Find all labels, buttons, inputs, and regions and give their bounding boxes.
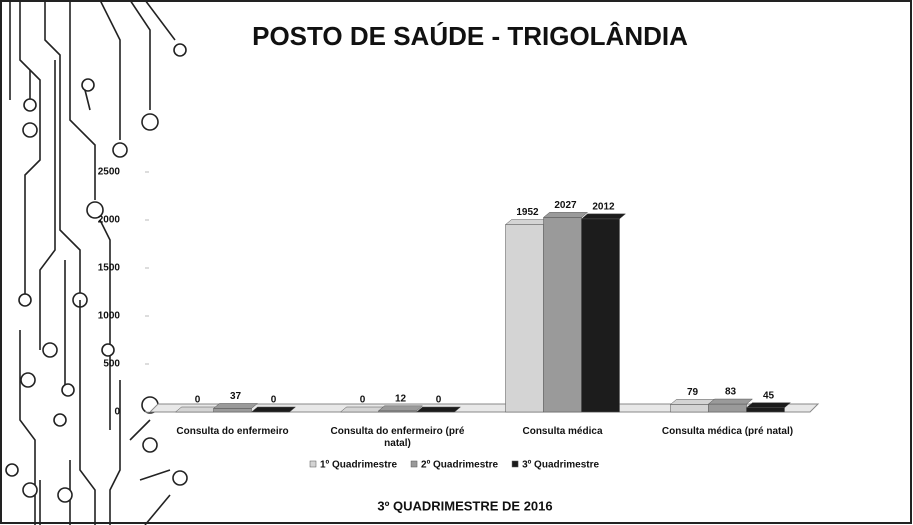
x-tick-label: Consulta do enfermeiro (pré natal) [318,426,478,450]
bar-top [709,399,753,404]
bar [671,404,709,412]
bar-top [214,403,258,408]
value-label: 0 [436,395,442,406]
bar [544,217,582,412]
value-label: 83 [725,387,737,398]
bar-top [417,407,461,412]
bar-top [506,220,550,225]
bar-top [747,403,791,408]
chart-subtitle: 3º QUADRIMESTRE DE 2016 [377,498,552,513]
value-label: 12 [395,393,407,404]
page: POSTO DE SAÚDE - TRIGOLÂNDIA 3º QUADRIME… [0,0,913,525]
x-tick-label: Consulta médica [483,426,643,438]
value-label: 0 [360,395,366,406]
value-label: 45 [763,390,775,401]
bar-top [341,407,385,412]
legend-swatch [310,461,316,467]
legend-label: 3º Quadrimestre [522,460,599,471]
value-label: 0 [271,395,277,406]
bar [582,219,620,412]
y-tick-label: 0 [114,407,120,418]
value-label: 1952 [516,207,539,218]
bar-top [379,406,423,411]
bar-top [671,399,715,404]
value-label: 2027 [554,200,577,211]
bar-top [582,214,626,219]
legend-swatch [512,461,518,467]
legend-swatch [411,461,417,467]
y-tick-label: 2500 [98,167,121,178]
bar [214,408,252,412]
bar-top [544,212,588,217]
legend-label: 2º Quadrimestre [421,460,498,471]
value-label: 37 [230,391,242,402]
value-label: 2012 [592,201,615,212]
value-label: 0 [195,395,201,406]
x-tick-label: Consulta médica (pré natal) [648,426,808,438]
y-tick-label: 1500 [98,263,121,274]
y-tick-label: 1000 [98,311,121,322]
bar-top [252,407,296,412]
bar [709,404,747,412]
chart-title: POSTO DE SAÚDE - TRIGOLÂNDIA [252,21,688,51]
y-tick-label: 500 [103,359,120,370]
bar [506,225,544,412]
bar [747,408,785,412]
y-tick-label: 2000 [98,215,121,226]
value-label: 79 [687,387,699,398]
legend-label: 1º Quadrimestre [320,460,397,471]
x-tick-label: Consulta do enfermeiro [153,426,313,438]
bar-top [176,407,220,412]
